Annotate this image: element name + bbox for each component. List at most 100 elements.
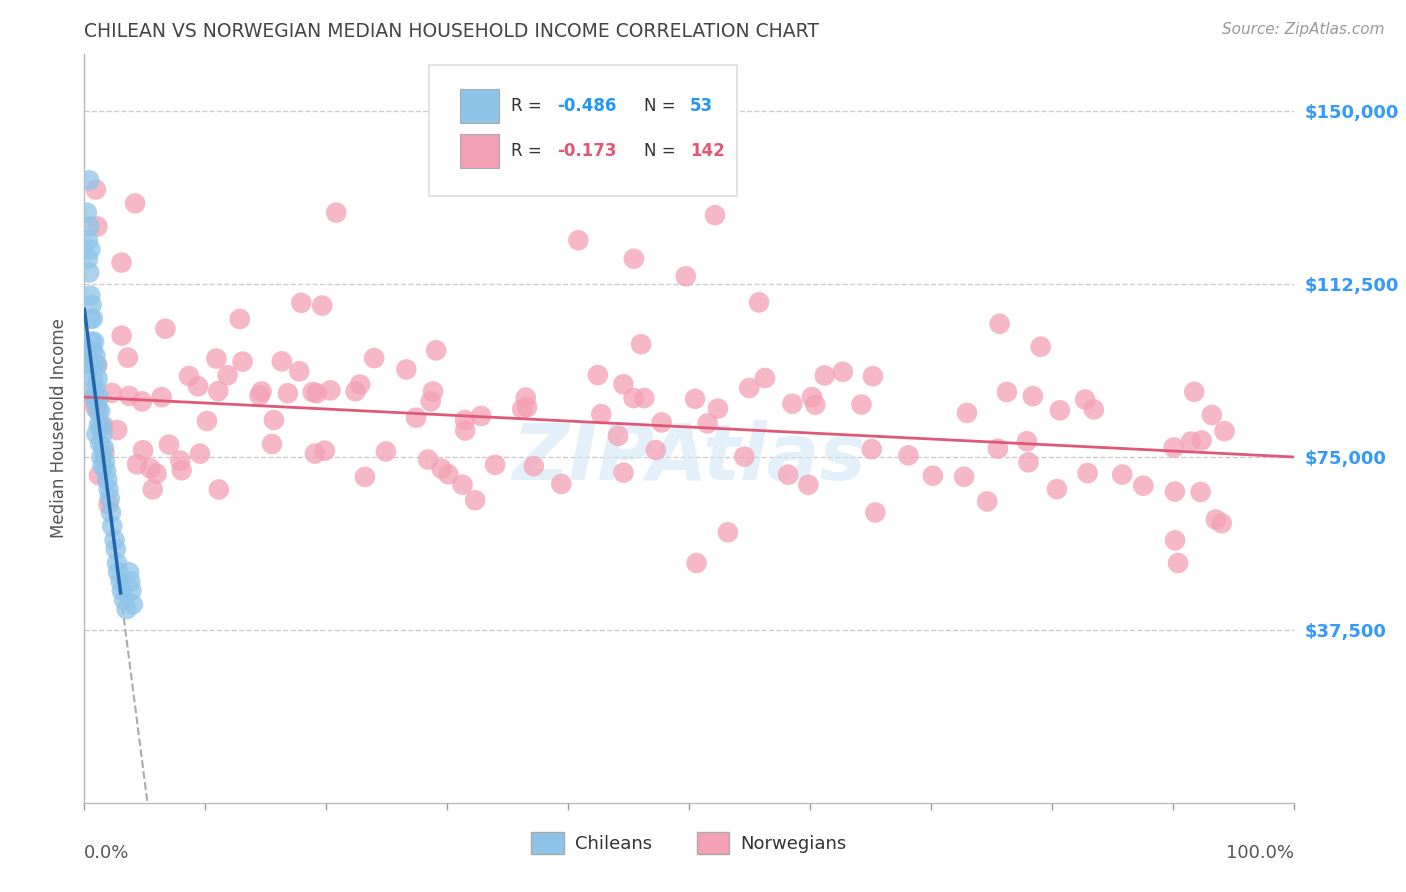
Point: [79, 243, 101, 257]
Point: [105, 556, 128, 570]
Legend: Chileans, Norwegians: Chileans, Norwegians: [524, 825, 853, 861]
Point: [288, 364, 311, 378]
Point: [860, 442, 883, 457]
Point: [187, 379, 209, 393]
Point: [831, 365, 853, 379]
Y-axis label: Median Household Income: Median Household Income: [51, 318, 69, 538]
Point: [630, 337, 652, 351]
Point: [567, 233, 589, 247]
Point: [277, 386, 299, 401]
Point: [132, 443, 155, 458]
Point: [118, 566, 141, 580]
Point: [451, 477, 474, 491]
Point: [104, 542, 127, 557]
Point: [77, 266, 100, 280]
Point: [470, 409, 492, 423]
Point: [717, 525, 740, 540]
Point: [249, 388, 271, 402]
Point: [607, 429, 630, 443]
Point: [797, 478, 820, 492]
Point: [96, 473, 118, 487]
Point: [464, 493, 486, 508]
Point: [179, 369, 201, 384]
Point: [1163, 441, 1185, 455]
Point: [738, 381, 761, 395]
Point: [305, 386, 328, 401]
Point: [80, 358, 103, 372]
Text: -0.486: -0.486: [557, 97, 616, 115]
Point: [80, 334, 103, 349]
Point: [101, 519, 124, 533]
Point: [374, 444, 396, 458]
Point: [86, 358, 108, 372]
Point: [188, 447, 211, 461]
Point: [77, 252, 100, 266]
Point: [86, 358, 108, 372]
Point: [754, 371, 776, 385]
Point: [314, 443, 336, 458]
Point: [1189, 485, 1212, 500]
Point: [76, 205, 98, 219]
Point: [707, 401, 730, 416]
Point: [87, 468, 110, 483]
Point: [748, 295, 770, 310]
Point: [704, 208, 727, 222]
Point: [1213, 424, 1236, 438]
Point: [79, 311, 101, 326]
Point: [94, 454, 117, 468]
Point: [419, 394, 441, 409]
Point: [82, 311, 104, 326]
Point: [586, 368, 609, 383]
Point: [623, 391, 645, 405]
Point: [301, 385, 323, 400]
Point: [77, 219, 100, 234]
Point: [91, 426, 114, 441]
FancyBboxPatch shape: [460, 88, 499, 123]
Point: [86, 394, 108, 409]
Point: [229, 312, 252, 326]
Point: [80, 298, 103, 312]
Point: [232, 354, 254, 368]
Point: [851, 398, 873, 412]
Point: [118, 389, 141, 403]
Point: [97, 497, 120, 511]
Text: CHILEAN VS NORWEGIAN MEDIAN HOUSEHOLD INCOME CORRELATION CHART: CHILEAN VS NORWEGIAN MEDIAN HOUSEHOLD IN…: [84, 21, 820, 41]
Point: [425, 343, 447, 358]
Text: N =: N =: [644, 142, 681, 160]
Point: [865, 506, 887, 520]
Point: [79, 392, 101, 407]
Point: [91, 459, 114, 474]
Point: [1029, 340, 1052, 354]
Point: [523, 459, 546, 474]
Point: [1017, 455, 1039, 469]
Point: [516, 400, 538, 414]
Point: [430, 461, 453, 475]
Point: [591, 407, 613, 421]
Point: [778, 467, 800, 482]
Point: [121, 583, 143, 598]
Point: [953, 469, 976, 483]
Point: [804, 398, 827, 412]
Point: [260, 437, 283, 451]
Point: [97, 482, 120, 496]
Text: ZIPAtlas: ZIPAtlas: [512, 420, 866, 496]
Text: 53: 53: [690, 97, 713, 115]
Point: [83, 390, 105, 404]
FancyBboxPatch shape: [429, 65, 737, 196]
Point: [100, 505, 122, 519]
Point: [1164, 533, 1187, 548]
Point: [987, 442, 1010, 456]
Point: [782, 397, 804, 411]
Point: [82, 343, 104, 358]
Text: 142: 142: [690, 142, 725, 160]
Point: [319, 384, 342, 398]
Point: [623, 252, 645, 266]
Point: [169, 453, 191, 467]
Point: [86, 426, 108, 441]
Point: [612, 377, 634, 392]
Point: [733, 450, 755, 464]
Point: [98, 491, 121, 506]
Point: [1111, 467, 1133, 482]
Point: [93, 418, 115, 433]
Point: [976, 494, 998, 508]
